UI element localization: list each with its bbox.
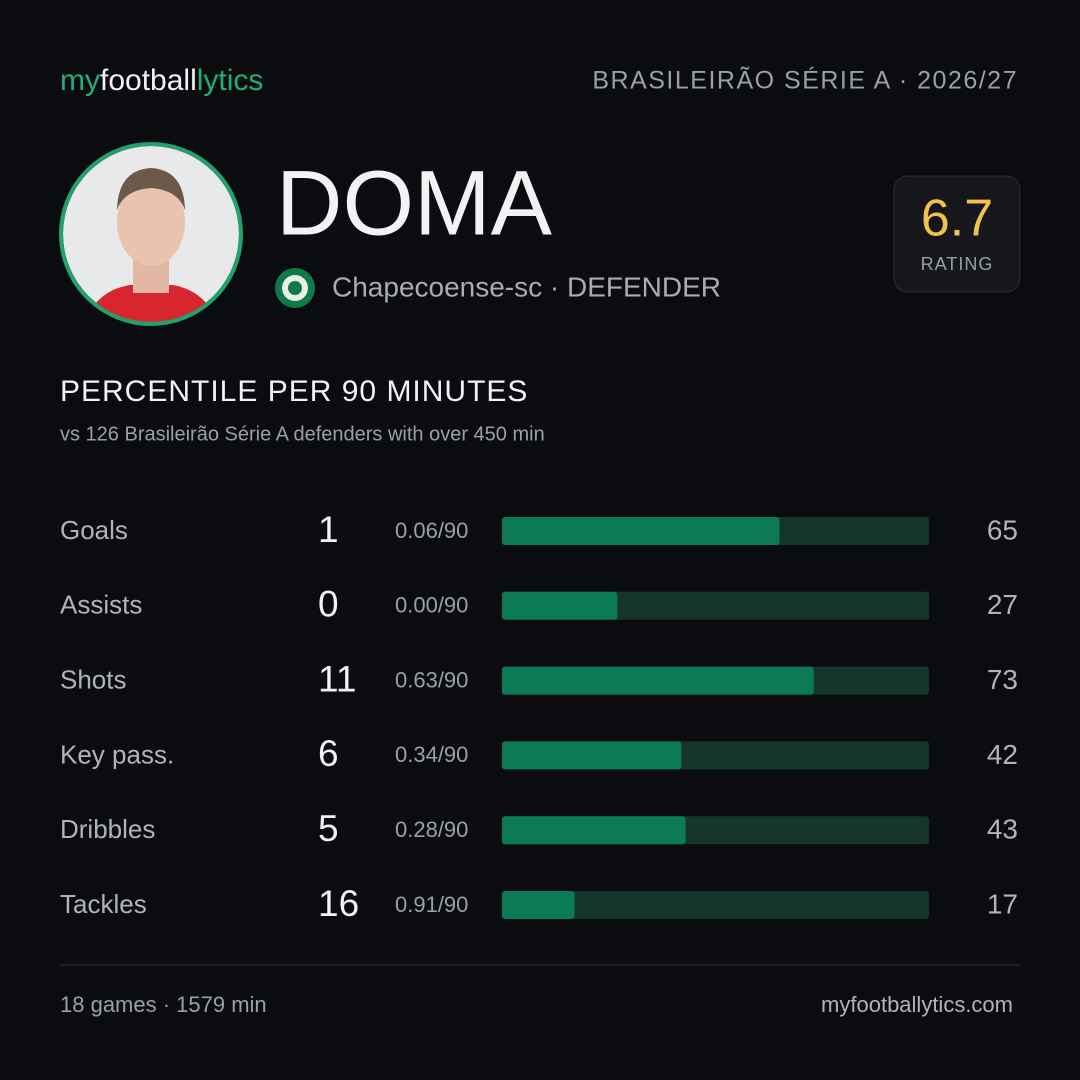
stat-per90: 0.63/90 — [395, 667, 468, 692]
stat-per90: 0.00/90 — [395, 593, 468, 618]
stat-total: 6 — [318, 733, 339, 774]
stat-label: Dribbles — [60, 814, 155, 844]
bar-track — [502, 891, 929, 919]
stat-per90: 0.06/90 — [395, 518, 468, 543]
section-subtitle: vs 126 Brasileirão Série A defenders wit… — [60, 423, 545, 445]
percentile-value: 73 — [987, 664, 1018, 695]
percentile-bar — [502, 666, 814, 695]
percentile-value: 42 — [987, 739, 1018, 770]
brand-part: football — [100, 64, 197, 97]
percentile-bar — [502, 891, 575, 919]
avatar-ring — [59, 142, 243, 326]
stat-per90: 0.91/90 — [395, 892, 468, 917]
section-title: PERCENTILE PER 90 MINUTES — [60, 375, 528, 408]
percentile-value: 65 — [987, 514, 1018, 545]
hair — [117, 168, 185, 210]
team-position: Chapecoense-sc · DEFENDER — [332, 271, 721, 302]
footer-summary: 18 games · 1579 min — [60, 992, 267, 1017]
percentile-value: 27 — [987, 589, 1018, 620]
rating-label: RATING — [921, 254, 994, 274]
percentile-bar — [502, 591, 618, 620]
avatar — [59, 142, 243, 326]
rating-box — [893, 175, 1021, 293]
stat-label: Assists — [60, 590, 142, 620]
percentile-value: 43 — [987, 814, 1018, 845]
percentile-value: 17 — [987, 888, 1018, 919]
league: BRASILEIRÃO SÉRIE A · 2026/27 — [592, 66, 1018, 95]
stat-total: 16 — [318, 883, 359, 924]
badge-core — [288, 281, 302, 295]
percentile-bar — [502, 741, 682, 770]
stat-total: 11 — [318, 658, 356, 699]
face — [117, 178, 185, 266]
rating: 6.7 — [921, 190, 993, 248]
brand-part: my — [60, 64, 100, 97]
stat-per90: 0.34/90 — [395, 742, 468, 767]
stat-total: 5 — [318, 808, 339, 849]
stat-label: Key pass. — [60, 739, 174, 769]
player-name: DOMA — [276, 152, 553, 254]
stat-label: Shots — [60, 664, 127, 694]
brand: myfootballlytics — [60, 64, 263, 97]
footer-site: myfootballytics.com — [821, 992, 1013, 1017]
stat-total: 0 — [318, 584, 339, 625]
stat-total: 1 — [318, 509, 339, 550]
club-badge — [275, 268, 315, 308]
stat-label: Goals — [60, 515, 128, 545]
brand-part: lytics — [197, 64, 264, 97]
stat-per90: 0.28/90 — [395, 817, 468, 842]
percentile-bar — [502, 816, 686, 845]
stat-label: Tackles — [60, 889, 147, 919]
percentile-bar — [502, 517, 780, 545]
